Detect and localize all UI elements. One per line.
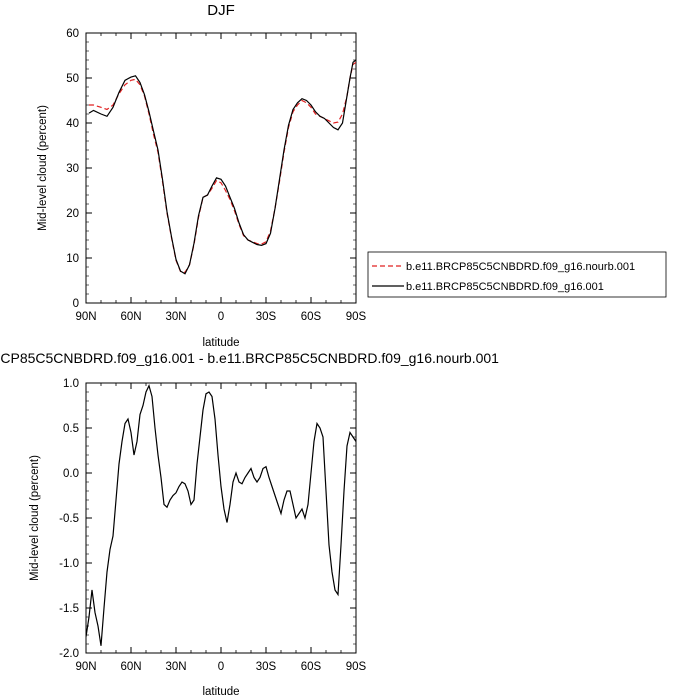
top-x-tick-label: 0 [218, 311, 224, 323]
bottom-panel: b.e11.BRCP85C5CNBDRD.f09_g16.001 - b.e11… [0, 350, 499, 698]
bottom-x-tick-label: 30N [165, 661, 186, 673]
top-legend: b.e11.BRCP85C5CNBDRD.f09_g16.nourb.001 b… [367, 251, 667, 298]
top-x-tick-label: 60N [120, 311, 141, 323]
top-series-line-0 [89, 61, 356, 274]
bottom-x-tick-label: 30S [256, 661, 277, 673]
bottom-chart-title: b.e11.BRCP85C5CNBDRD.f09_g16.001 - b.e11… [0, 350, 499, 366]
top-y-tick-label: 10 [66, 253, 79, 265]
top-y-tick-label: 0 [73, 298, 79, 310]
bottom-y-tick-label: -0.5 [59, 513, 79, 525]
bottom-plot-area: 90N 60N 30N 0 30S 60S 90S -2.0 -1.5 -1.0 -0.5 0.0 0.… [59, 378, 366, 673]
bottom-plot-border [85, 382, 357, 654]
bottom-y-tick-label: 0.0 [63, 468, 79, 480]
top-y-tick-label: 40 [66, 118, 79, 130]
top-y-tick-label: 30 [66, 163, 79, 175]
top-plot-area: 90N 60N 30N 0 30S 60S 90S 0 10 20 30 40 50 60 [66, 28, 366, 323]
legend-label-control: b.e11.BRCP85C5CNBDRD.f09_g16.001 [406, 281, 604, 293]
top-x-tick-label: 90S [346, 311, 367, 323]
top-plot-border [85, 32, 357, 304]
top-panel: DJF Mid-level cloud (percent) latitude 9… [37, 2, 667, 349]
top-y-tick-label: 20 [66, 208, 79, 220]
bottom-x-tick-label: 60N [120, 661, 141, 673]
bottom-x-tick-label: 0 [218, 661, 224, 673]
top-x-tick-label: 90N [75, 311, 96, 323]
bottom-series-line-0 [86, 383, 356, 646]
top-y-tick-label: 60 [66, 28, 79, 40]
bottom-x-tick-label: 90S [346, 661, 367, 673]
top-x-tick-label: 30S [256, 311, 277, 323]
top-x-axis-label: latitude [202, 337, 239, 349]
bottom-x-tick-label: 90N [75, 661, 96, 673]
top-series-line-1 [88, 59, 356, 275]
top-y-tick-label: 50 [66, 73, 79, 85]
bottom-y-axis-label: Mid-level cloud (percent) [29, 455, 41, 581]
top-x-tick-label: 30N [165, 311, 186, 323]
bottom-y-tick-label: -1.0 [59, 558, 79, 570]
top-y-axis-label: Mid-level cloud (percent) [37, 105, 49, 231]
bottom-y-tick-label: -2.0 [59, 648, 79, 660]
bottom-x-axis-label: latitude [202, 686, 239, 698]
bottom-y-tick-label: -1.5 [59, 603, 79, 615]
legend-label-nourb: b.e11.BRCP85C5CNBDRD.f09_g16.nourb.001 [406, 261, 635, 273]
top-x-tick-label: 60S [301, 311, 322, 323]
bottom-y-tick-label: 1.0 [63, 378, 79, 390]
legend-box [367, 251, 667, 298]
bottom-x-tick-label: 60S [301, 661, 322, 673]
bottom-y-tick-label: 0.5 [63, 423, 79, 435]
top-chart-title: DJF [207, 2, 235, 19]
